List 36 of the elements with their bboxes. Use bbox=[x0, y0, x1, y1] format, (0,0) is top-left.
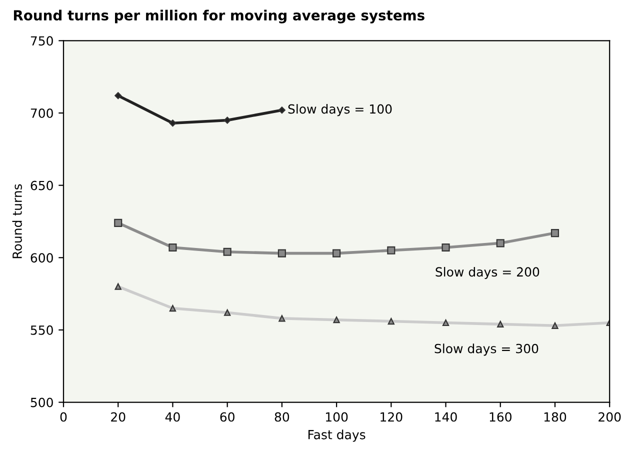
y-tick-label: 550 bbox=[30, 325, 53, 335]
point bbox=[387, 246, 396, 254]
y-tick-label: 700 bbox=[30, 108, 53, 118]
x-tick-label: 160 bbox=[490, 412, 512, 422]
point bbox=[224, 116, 231, 124]
point bbox=[168, 243, 177, 252]
x-axis-title: Fast days bbox=[308, 430, 366, 442]
y-tick-label: 600 bbox=[30, 253, 53, 263]
y-tick-label: 750 bbox=[30, 36, 53, 46]
x-tick-label: 40 bbox=[165, 412, 180, 422]
x-tick-label: 120 bbox=[380, 412, 402, 422]
series-label: Slow days = 200 bbox=[436, 266, 540, 280]
y-tick-label: 650 bbox=[30, 180, 53, 190]
point bbox=[278, 106, 286, 114]
y-axis-title: Round turns bbox=[12, 184, 22, 258]
point bbox=[442, 243, 450, 252]
x-tick-label: 80 bbox=[274, 412, 290, 422]
x-tick-label: 20 bbox=[111, 412, 126, 422]
point bbox=[496, 239, 504, 248]
x-tick-label: 180 bbox=[544, 412, 566, 422]
x-tick-label: 200 bbox=[598, 412, 621, 422]
x-tick-label: 0 bbox=[60, 412, 67, 422]
point bbox=[332, 249, 341, 258]
x-tick-label: 60 bbox=[220, 412, 234, 422]
point bbox=[550, 229, 560, 238]
point bbox=[169, 120, 176, 127]
point bbox=[223, 248, 232, 256]
x-tick-label: 100 bbox=[326, 412, 348, 422]
series-label: Slow days = 100 bbox=[288, 104, 392, 116]
point bbox=[114, 218, 122, 227]
x-tick-label: 140 bbox=[435, 412, 457, 422]
chart-title: Round turns per million for moving average systems bbox=[14, 10, 424, 24]
series-label: Slow days = 300 bbox=[434, 344, 538, 356]
y-tick-label: 500 bbox=[30, 398, 53, 408]
point bbox=[114, 92, 122, 100]
point bbox=[278, 249, 286, 258]
